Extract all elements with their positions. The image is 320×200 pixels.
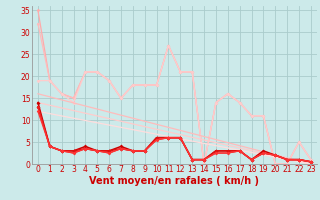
X-axis label: Vent moyen/en rafales ( km/h ): Vent moyen/en rafales ( km/h ) xyxy=(89,176,260,186)
